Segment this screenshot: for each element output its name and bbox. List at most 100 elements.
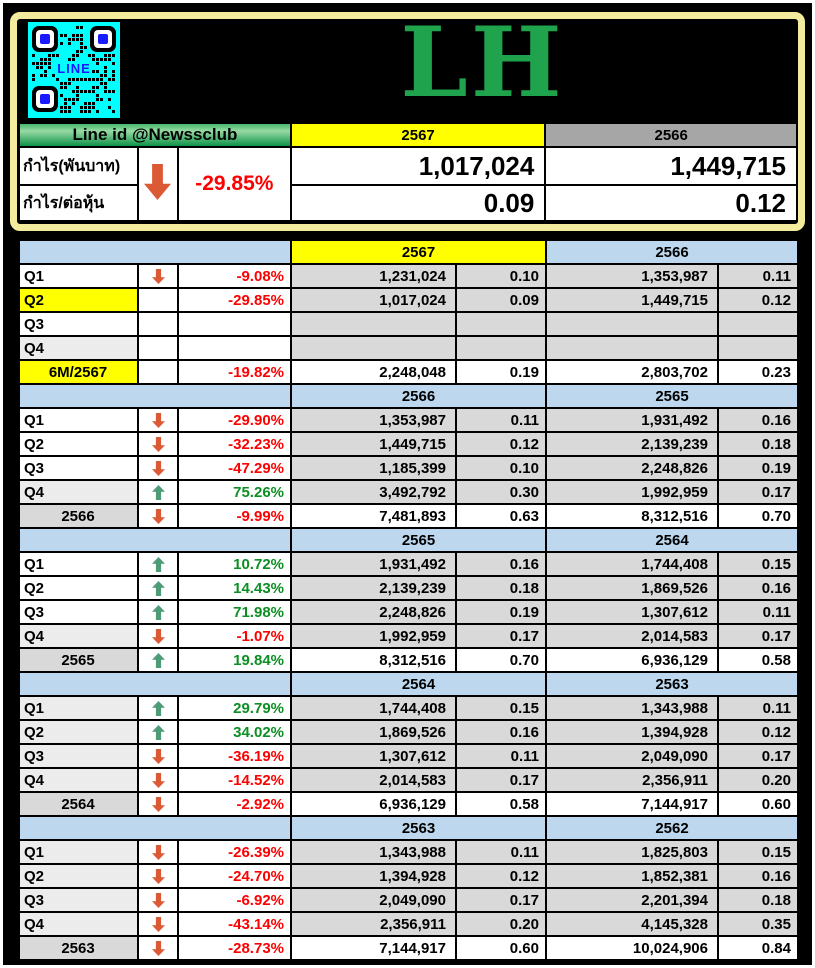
- profit-current: 1,449,715: [290, 431, 457, 457]
- profit-prior: 1,449,715: [545, 287, 719, 313]
- eps-prior: 0.23: [717, 359, 799, 385]
- eps-current: 0.30: [455, 479, 547, 505]
- quarter-row: Q3: [18, 311, 799, 337]
- eps-current: 0.12: [455, 863, 547, 889]
- profit-current: 2,014,583: [290, 767, 457, 793]
- profit-current: 1,231,024: [290, 263, 457, 289]
- quarter-label: Q4: [18, 623, 139, 649]
- profit-current: 1,185,399: [290, 455, 457, 481]
- profit-current: 1,353,987: [290, 407, 457, 433]
- profit-prior: 10,024,906: [545, 935, 719, 961]
- block-header-spacer: [18, 239, 292, 265]
- eps-prior: 0.60: [717, 791, 799, 817]
- eps-prior: 0.16: [717, 863, 799, 889]
- quarter-row: Q2 14.43% 2,139,239 0.18 1,869,526 0.16: [18, 575, 799, 601]
- block-year-prior: 2562: [545, 815, 799, 841]
- profit-current: 2,248,826: [290, 599, 457, 625]
- down-arrow-icon: [151, 509, 165, 525]
- down-arrow-icon: [151, 773, 165, 789]
- profit-prior: 1,307,612: [545, 599, 719, 625]
- eps-prior: 0.35: [717, 911, 799, 937]
- eps-current: 0.19: [455, 599, 547, 625]
- summary-year-prior: 2566: [544, 122, 798, 148]
- eps-current: 0.15: [455, 695, 547, 721]
- arrow-cell-empty: [137, 311, 179, 337]
- eps-prior: 0.58: [717, 647, 799, 673]
- down-arrow-icon: [151, 749, 165, 765]
- arrow-cell: [137, 431, 179, 457]
- eps-label: กำไร/ต่อหุ้น: [18, 184, 139, 222]
- profit-label: กำไร(พันบาท): [18, 146, 139, 186]
- down-arrow-icon: [136, 146, 179, 222]
- quarter-label: Q2: [18, 431, 139, 457]
- eps-prior: 0.70: [717, 503, 799, 529]
- pct-change: -9.08%: [177, 263, 292, 289]
- quarter-label: Q4: [18, 767, 139, 793]
- arrow-cell: [137, 455, 179, 481]
- down-arrow-icon: [151, 797, 165, 813]
- arrow-cell: [137, 575, 179, 601]
- quarter-label: Q1: [18, 263, 139, 289]
- up-arrow-icon: [151, 653, 165, 669]
- profit-prior: 1,931,492: [545, 407, 719, 433]
- profit-prior: 1,825,803: [545, 839, 719, 865]
- down-arrow-icon: [151, 941, 165, 957]
- profit-current: 6,936,129: [290, 791, 457, 817]
- profit-prior: 7,144,917: [545, 791, 719, 817]
- pct-change: -2.92%: [177, 791, 292, 817]
- quarter-row: Q4: [18, 335, 799, 361]
- block-year-current: 2564: [290, 671, 547, 697]
- quarter-label: Q3: [18, 743, 139, 769]
- up-arrow-icon: [151, 725, 165, 741]
- up-arrow-icon: [151, 485, 165, 501]
- pct-change: 10.72%: [177, 551, 292, 577]
- eps-prior: 0.84: [717, 935, 799, 961]
- profit-prior: 6,936,129: [545, 647, 719, 673]
- eps-current: [455, 311, 547, 337]
- quarter-row: Q4 -1.07% 1,992,959 0.17 2,014,583 0.17: [18, 623, 799, 649]
- quarter-row: Q2 34.02% 1,869,526 0.16 1,394,928 0.12: [18, 719, 799, 745]
- svg-text:LINE: LINE: [57, 61, 91, 76]
- block-year-current: 2565: [290, 527, 547, 553]
- profit-prior: 1,353,987: [545, 263, 719, 289]
- pct-change: -6.92%: [177, 887, 292, 913]
- block-year-prior: 2566: [545, 239, 799, 265]
- profit-current: 2,356,911: [290, 911, 457, 937]
- pct-change: -47.29%: [177, 455, 292, 481]
- summary-header-row: Line id @Newssclub 2567 2566: [18, 122, 798, 148]
- profit-current: 1,931,492: [290, 551, 457, 577]
- stock-logo: LH: [400, 6, 565, 119]
- profit-prior: 1,394,928: [545, 719, 719, 745]
- eps-current: 0.16: [455, 719, 547, 745]
- profit-prior: 1,744,408: [545, 551, 719, 577]
- eps-current: 0.09: [455, 287, 547, 313]
- profit-current: 1,869,526: [290, 719, 457, 745]
- summary-profit-current: 1,017,024: [289, 146, 547, 186]
- eps-prior: 0.12: [717, 287, 799, 313]
- quarter-label: Q2: [18, 719, 139, 745]
- profit-prior: [545, 335, 719, 361]
- pct-change: 29.79%: [177, 695, 292, 721]
- eps-current: 0.19: [455, 359, 547, 385]
- block-header-row: 2564 2563: [18, 671, 799, 697]
- eps-prior: 0.11: [717, 599, 799, 625]
- block-year-prior: 2565: [545, 383, 799, 409]
- block-header-row: 2563 2562: [18, 815, 799, 841]
- quarter-row: Q2 -24.70% 1,394,928 0.12 1,852,381 0.16: [18, 863, 799, 889]
- profit-current: 2,248,048: [290, 359, 457, 385]
- pct-change: 14.43%: [177, 575, 292, 601]
- arrow-cell: [137, 887, 179, 913]
- down-arrow-icon: [151, 461, 165, 477]
- pct-change: [177, 311, 292, 337]
- profit-prior: 1,992,959: [545, 479, 719, 505]
- year-total-label: 2566: [18, 503, 139, 529]
- quarter-row: Q3 -6.92% 2,049,090 0.17 2,201,394 0.18: [18, 887, 799, 913]
- up-arrow-icon: [151, 557, 165, 573]
- profit-prior: 2,248,826: [545, 455, 719, 481]
- quarter-row: Q3 71.98% 2,248,826 0.19 1,307,612 0.11: [18, 599, 799, 625]
- block-year-current: 2563: [290, 815, 547, 841]
- quarter-label: Q4: [18, 911, 139, 937]
- quarter-row: Q1 29.79% 1,744,408 0.15 1,343,988 0.11: [18, 695, 799, 721]
- arrow-cell: [137, 479, 179, 505]
- arrow-cell-empty: [137, 335, 179, 361]
